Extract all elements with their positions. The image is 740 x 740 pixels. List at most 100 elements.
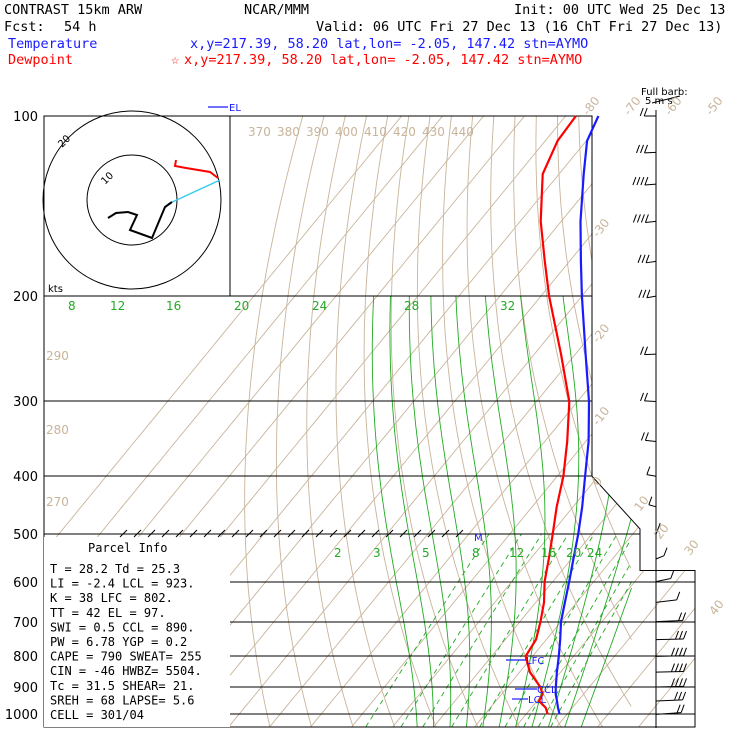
pressure-label: 200 <box>13 290 38 305</box>
pressure-label: 900 <box>13 681 38 696</box>
mixing-ratio-label: 24 <box>587 546 602 560</box>
hatch-mark <box>203 529 212 538</box>
dry-adiabat-label: 420 <box>393 125 416 139</box>
parcel-info-row: K = 38 LFC = 802. <box>50 591 173 605</box>
organization: NCAR/MMM <box>244 2 309 18</box>
hodograph-kts-label: kts <box>48 284 63 295</box>
pressure-label: 100 <box>13 110 38 125</box>
hatch-mark <box>119 529 128 538</box>
dry-adiabat-line <box>416 116 520 727</box>
wind-barb-flag <box>656 522 661 532</box>
wind-barb-shaft <box>655 671 684 673</box>
wind-barb-flag <box>671 663 675 672</box>
wind-barb-shaft <box>644 353 657 356</box>
wind-barb-shaft <box>655 699 683 702</box>
pressure-label: 1000 <box>5 708 38 723</box>
wind-barb-shaft <box>655 655 684 657</box>
hatch-mark <box>133 529 142 538</box>
wind-barb-flag <box>676 704 681 713</box>
wind-barb-shaft <box>655 685 684 688</box>
wind-barb-flag <box>644 214 649 223</box>
wind-barb-flag <box>682 612 687 621</box>
isotherm-label: 20 <box>651 521 671 542</box>
wind-barb-shaft <box>655 530 658 535</box>
isotherm-label: -10 <box>589 404 612 428</box>
wind-barb-flag <box>640 144 644 154</box>
wind-barb-flag <box>639 107 644 117</box>
wind-barb-flag <box>663 547 668 556</box>
wind-barb-shaft <box>655 620 683 623</box>
hatch-mark <box>315 529 324 538</box>
parcel-info-row: TT = 42 EL = 97. <box>50 606 166 620</box>
hatch-mark <box>413 529 422 538</box>
hatch-mark <box>189 529 198 538</box>
isotherm-line <box>597 116 695 727</box>
temperature-location: x,y=217.39, 58.20 lat,lon= -2.05, 147.42… <box>190 36 588 52</box>
wind-barb-flag <box>675 678 679 687</box>
moist-adiabat-label: 16 <box>166 299 181 313</box>
dry-adiabat-line <box>335 116 396 727</box>
ccl-marker: CCL <box>537 685 557 696</box>
dry-adiabat-line <box>490 116 632 707</box>
moist-adiabat-label: 28 <box>404 299 419 313</box>
wind-barb-flag <box>675 647 679 656</box>
mixing-ratio-label: 16 <box>541 546 556 560</box>
dry-adiabat-line <box>275 116 325 727</box>
wind-barb-flag <box>679 647 683 656</box>
hodograph-ring-outer <box>42 110 222 290</box>
hatch-mark <box>371 529 380 538</box>
hatch-mark <box>385 529 394 538</box>
wind-barb-flag <box>683 663 687 672</box>
wind-barb-flag <box>674 691 679 701</box>
wind-barb-flag <box>644 144 648 154</box>
dry-adiabat-label: 290 <box>46 349 69 363</box>
wind-barb-shaft <box>655 638 684 641</box>
dry-adiabat-label: 400 <box>335 125 358 139</box>
isotherm-line <box>269 116 695 727</box>
parcel-info-rows: T = 28.2 Td = 25.3LI = -2.4 LCL = 923.K … <box>50 562 202 722</box>
m-marker: M <box>474 533 483 544</box>
wind-barb-flag <box>646 466 651 475</box>
wind-barb-flag <box>640 432 645 441</box>
wind-barb-flag <box>682 691 687 701</box>
mixing-ratio-line <box>550 581 633 727</box>
pressure-label: 300 <box>13 395 38 410</box>
wind-barb-flag <box>671 678 675 687</box>
wind-barb-flag <box>636 176 641 186</box>
mixing-ratio-line <box>537 563 631 727</box>
pressure-label: 600 <box>13 576 38 591</box>
wind-barb-flag <box>646 289 651 298</box>
mixing-ratio-label: 3 <box>373 546 381 560</box>
dry-adiabat-line <box>466 116 603 727</box>
wind-barbs <box>632 107 687 715</box>
moist-adiabat-label: 8 <box>68 299 76 313</box>
hatch-mark <box>147 529 156 538</box>
mixing-ratio-label: 20 <box>566 546 581 560</box>
wind-barb-flag <box>645 254 650 263</box>
parcel-info-row: CIN = -46 HWBZ= 5504. <box>50 664 202 678</box>
parcel-info-row: Tc = 31.5 SHEAR= 21. <box>50 679 195 693</box>
isotherm-label: -80 <box>580 94 603 118</box>
isotherm-label: -20 <box>589 321 612 345</box>
level-markers: EL LFC CCL LCL M <box>208 103 557 706</box>
wind-barb-flag <box>683 678 687 687</box>
hodograph-trace <box>107 201 173 240</box>
hatch-mark <box>441 529 450 538</box>
temperature-legend: Temperature <box>8 36 97 52</box>
dry-adiabat-line <box>557 116 632 496</box>
wind-barb-flag <box>683 630 687 640</box>
wind-barb-shaft <box>655 712 682 715</box>
hatch-mark <box>259 529 268 538</box>
wind-barb-flag <box>671 647 675 656</box>
wind-barb-flag <box>636 144 640 154</box>
wind-barb-shaft <box>655 599 677 603</box>
lcl-marker: LCL <box>528 695 547 706</box>
wind-barb-shaft <box>644 400 657 402</box>
hodograph-upper-trace <box>173 159 219 179</box>
init-time: Init: 00 UTC Wed 25 Dec 13 <box>514 2 725 18</box>
wind-barb-shaft <box>644 151 657 154</box>
dry-adiabat-label: 440 <box>451 125 474 139</box>
model-name: CONTRAST 15km ARW <box>4 2 143 18</box>
wind-barb-flag <box>637 254 642 263</box>
